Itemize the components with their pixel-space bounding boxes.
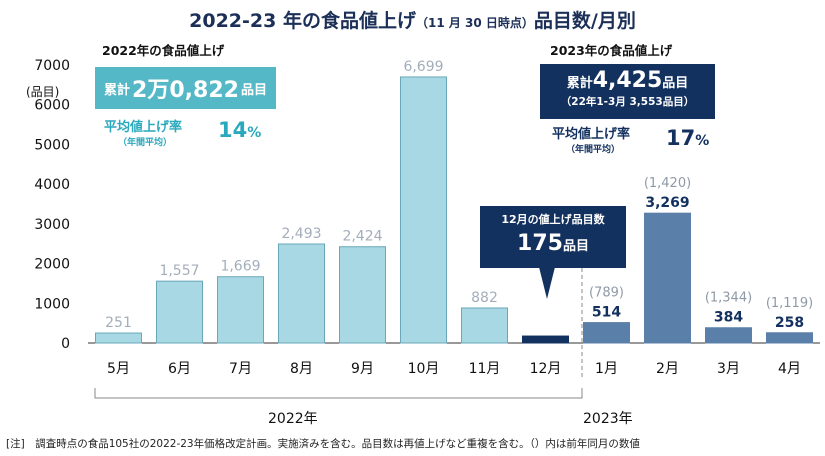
bar-value-label-1: 1,557: [159, 263, 199, 279]
bar-9: [644, 212, 691, 344]
summary-2023-cumulative-box: 累計4,425品目 （22年1-3月 3,553品目）: [540, 64, 715, 119]
bar-11: [766, 332, 813, 344]
y-axis-label: (品目): [26, 85, 59, 99]
x-tick-label-6: 11月: [469, 361, 501, 377]
prev-year-label-8: (789): [589, 286, 624, 301]
x-tick-label-9: 2月: [656, 361, 679, 377]
x-tick-label-0: 5月: [107, 361, 130, 377]
y-tick-label-3: 3000: [34, 217, 70, 233]
summary-2023-rate-note: （年間平均）: [566, 145, 621, 155]
summary-2023-cumulative-note: （22年1-3月 3,553品目）: [560, 96, 695, 108]
bar-3: [278, 243, 325, 344]
summary-2023-cumulative-unit: 品目: [662, 76, 689, 91]
summary-2023-rate-label: 平均値上げ率: [552, 127, 631, 142]
chart-title-main: 2022-23 年の食品値上げ: [189, 10, 416, 32]
bar-value-label-11: 258: [775, 315, 804, 331]
bar-value-label-10: 384: [714, 310, 743, 326]
summary-2023-rate-value: 17: [666, 126, 696, 150]
x-tick-label-11: 4月: [778, 361, 801, 377]
year-label-2022: 2022年: [268, 411, 318, 427]
bar-8: [583, 322, 630, 344]
bar-value-label-5: 6,699: [403, 59, 443, 75]
bar-10: [705, 327, 752, 344]
december-callout-heading: 12月の値上げ品目数: [501, 213, 605, 226]
december-callout-pointer: [539, 267, 555, 299]
footnote: [注] 調査時点の食品105社の2022-23年価格改定計画。実施済みを含む。品…: [6, 438, 640, 450]
bar-value-label-9: 3,269: [645, 195, 689, 211]
chart-title-tail: 品目数/月別: [533, 10, 636, 32]
chart-title-sub: （11 月 30 日時点）: [415, 16, 534, 30]
y-tick-label-0: 0: [61, 336, 70, 352]
prev-year-label-11: (1,119): [766, 296, 813, 311]
y-tick-label-4: 4000: [34, 177, 70, 193]
y-tick-label-6: 6000: [34, 98, 70, 114]
summary-2022-cumulative-prefix: 累計: [104, 82, 131, 98]
x-tick-label-10: 3月: [717, 361, 740, 377]
x-tick-label-1: 6月: [168, 361, 191, 377]
prev-year-label-10: (1,344): [705, 291, 752, 306]
bar-value-label-4: 2,424: [342, 229, 382, 245]
december-callout-value: 175: [517, 231, 563, 256]
bar-0: [95, 332, 142, 344]
summary-2022-cumulative-value: 2万0,822: [132, 78, 239, 103]
summary-2022-heading: 2022年の食品値上げ: [102, 43, 225, 58]
prev-year-label-9: (1,420): [644, 176, 691, 191]
bar-5: [400, 76, 447, 344]
bar-7: [522, 335, 569, 344]
summary-2022-cumulative-unit: 品目: [240, 82, 267, 98]
summary-2023-cumulative-value: 4,425: [592, 68, 663, 93]
summary-2022-rate: 14%: [218, 118, 261, 142]
x-tick-label-2: 7月: [229, 361, 252, 377]
summary-2022-rate-unit: %: [247, 125, 262, 141]
bar-value-label-2: 1,669: [220, 259, 260, 275]
bar-1: [156, 280, 203, 344]
x-tick-label-4: 9月: [351, 361, 374, 377]
summary-2023-rate-unit: %: [695, 133, 710, 149]
bar-4: [339, 246, 386, 344]
bar-value-label-6: 882: [471, 290, 498, 306]
bar-value-label-0: 251: [105, 315, 132, 331]
year-label-2023: 2023年: [583, 411, 633, 427]
summary-2023-cumulative-prefix: 累計: [566, 76, 593, 91]
y-tick-label-7: 7000: [34, 58, 70, 74]
december-callout-unit: 品目: [562, 239, 589, 254]
y-tick-label-1: 1000: [34, 296, 70, 312]
x-tick-label-7: 12月: [530, 361, 562, 377]
bar-value-label-3: 2,493: [281, 226, 321, 242]
summary-2022-rate-note: （年間平均）: [118, 138, 173, 148]
bar-6: [461, 307, 508, 344]
x-tick-label-5: 10月: [408, 361, 440, 377]
y-tick-label-2: 2000: [34, 257, 70, 273]
bar-value-label-8: 514: [592, 305, 621, 321]
summary-2022-rate-label: 平均値上げ率: [104, 120, 183, 135]
x-tick-label-3: 8月: [290, 361, 313, 377]
december-callout: 12月の値上げ品目数 175品目: [480, 206, 626, 268]
summary-2022-rate-value: 14: [218, 118, 248, 142]
chart-title: 2022-23 年の食品値上げ（11 月 30 日時点）品目数/月別: [0, 6, 825, 33]
y-tick-label-5: 5000: [34, 137, 70, 153]
summary-2022-cumulative-box: 累計 2万0,822 品目: [95, 67, 276, 109]
bar-2: [217, 276, 264, 344]
x-tick-label-8: 1月: [595, 361, 618, 377]
summary-2023-rate: 17%: [666, 126, 709, 150]
summary-2023-heading: 2023年の食品値上げ: [550, 43, 673, 58]
year-bracket-2022: [94, 388, 583, 399]
